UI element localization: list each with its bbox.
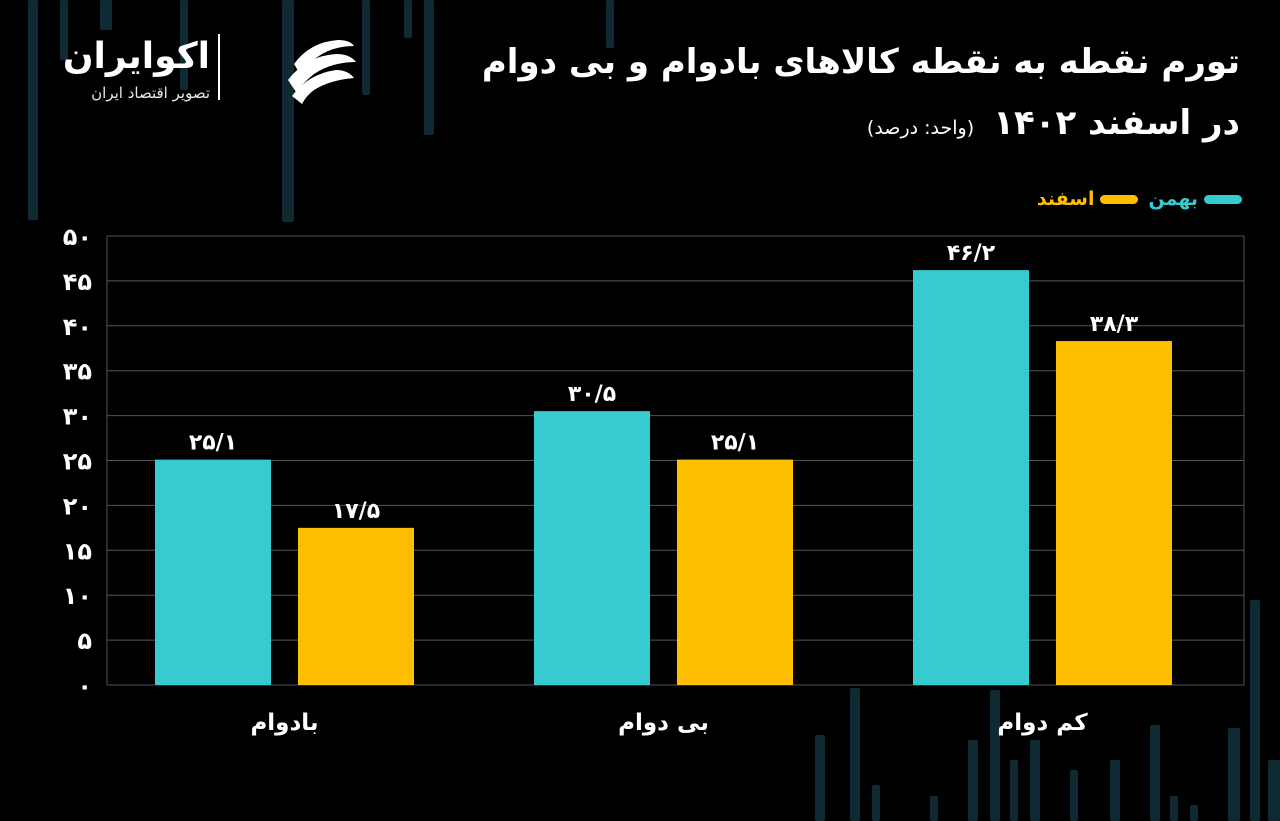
legend-swatch-bahman [1204,194,1242,204]
y-tick-label: ۳۵ [63,358,92,386]
brand-tagline: تصویر اقتصاد ایران [91,84,210,102]
x-category-label: بی دوام [618,710,709,736]
background-bar [404,0,412,38]
background-bar [1250,600,1260,821]
legend-item-bahman: بهمن [1148,188,1242,210]
data-label: ۳۰/۵ [568,382,616,407]
background-bar [1268,760,1280,821]
y-tick-label: ۵۰ [63,223,92,251]
chart-title: تورم نقطه به نقطه کالاهای بادوام و بی دو… [481,42,1240,82]
background-bar [28,0,38,220]
chart-subtitle: در اسفند ۱۴۰۲ (واحد: درصد) [867,103,1240,143]
background-bar [968,740,978,821]
background-bar [850,688,860,821]
logo-separator [218,34,220,100]
bar-bahman [155,459,271,685]
legend-label-bahman: بهمن [1148,188,1198,210]
legend-swatch-esfand [1100,194,1139,204]
background-bar [60,0,68,60]
background-bar [180,0,188,90]
bar-esfand [1056,341,1172,685]
y-tick-label: ۰ [77,672,92,700]
legend-label-esfand: اسفند [1036,188,1095,210]
x-category-label: بادوام [250,710,318,736]
y-tick-label: ۲۰ [63,492,92,520]
chart-unit: (واحد: درصد) [866,117,975,139]
brand-logo: اکوایران تصویر اقتصاد ایران [48,28,356,108]
background-bar [872,785,880,821]
y-tick-label: ۳۰ [63,403,92,431]
chart-period: در اسفند ۱۴۰۲ [993,103,1240,143]
bar-bahman [534,411,650,685]
background-bar [1228,728,1240,821]
background-bar [362,0,370,95]
data-label: ۴۶/۲ [947,241,996,266]
background-bar [424,0,434,135]
background-bar [1190,805,1198,821]
background-bar [1070,770,1078,821]
background-bar [1150,725,1160,821]
data-label: ۳۸/۳ [1090,312,1139,337]
background-bar [1030,740,1040,821]
y-tick-label: ۱۰ [63,582,92,610]
y-tick-label: ۵ [77,627,92,655]
data-label: ۲۵/۱ [189,431,237,456]
background-bar [100,0,112,30]
background-bar [1110,760,1120,821]
background-bar [1010,760,1018,821]
chart-legend: بهمن اسفند [1027,188,1242,210]
data-label: ۱۷/۵ [332,499,380,524]
background-bar [282,0,294,222]
background-bar [990,690,1000,821]
background-bar [930,796,938,821]
background-bar [606,0,614,48]
ecoiran-logo-icon [288,40,356,104]
legend-item-esfand: اسفند [1037,188,1139,210]
background-bar [1170,796,1178,821]
y-tick-label: ۴۰ [63,313,92,341]
x-category-label: کم دوام [997,710,1088,736]
brand-name: اکوایران [62,36,210,77]
bar-esfand [298,527,414,685]
y-tick-label: ۲۵ [63,448,92,476]
data-label: ۲۵/۱ [711,431,759,456]
bar-bahman [913,270,1029,685]
y-tick-label: ۱۵ [63,537,92,565]
y-tick-label: ۴۵ [63,268,92,296]
background-bar [815,735,825,821]
bar-esfand [677,459,793,685]
